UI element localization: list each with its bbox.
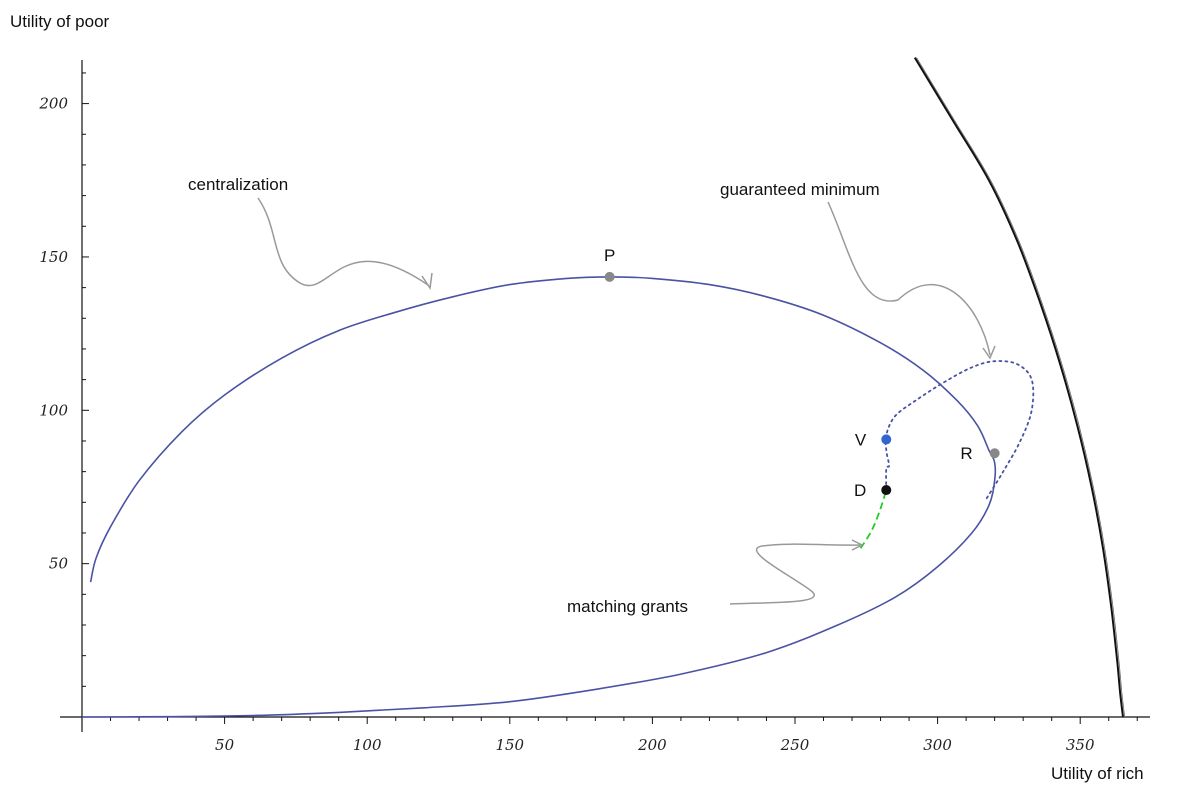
- y-tick-label: 50: [49, 555, 69, 573]
- series-centralization: [81, 276, 997, 718]
- point-label-R: R: [960, 444, 972, 463]
- point-P: [604, 271, 615, 282]
- x-tick-label: 350: [1066, 736, 1095, 754]
- x-tick-label: 50: [215, 736, 235, 754]
- matching-grants-arrow: [729, 543, 861, 605]
- x-tick-label: 250: [780, 736, 810, 754]
- guaranteed-minimum-arrowhead: [982, 345, 996, 360]
- series-frontier-shadow: [916, 57, 1126, 718]
- x-tick-label: 200: [637, 736, 667, 754]
- point-V: [881, 434, 892, 445]
- point-label-P: P: [604, 246, 615, 265]
- y-tick-label: 150: [39, 248, 68, 266]
- centralization-arrow: [257, 197, 429, 287]
- y-tick-label: 100: [39, 401, 68, 419]
- guaranteed-minimum-arrow: [827, 201, 991, 356]
- annotation-guaranteed-minimum: guaranteed minimum: [720, 180, 880, 199]
- point-label-D: D: [854, 481, 866, 500]
- centralization-arrowhead: [421, 272, 433, 291]
- series-group: [81, 57, 1126, 718]
- x-axis-label: Utility of rich: [1051, 764, 1144, 783]
- series-frontier: [913, 57, 1124, 718]
- annotation-arrows: [257, 197, 996, 605]
- point-label-V: V: [855, 430, 867, 449]
- annotation-centralization: centralization: [188, 175, 288, 194]
- point-markers: P R V D: [604, 246, 1000, 500]
- annotation-matching-grants: matching grants: [567, 597, 688, 616]
- x-tick-label: 100: [353, 736, 382, 754]
- point-D: [881, 485, 892, 496]
- axes: 50 100 150 200 250 300 350 50 100 150 200: [38, 60, 1150, 754]
- series-guaranteed-minimum: [884, 360, 1035, 501]
- y-tick-label: 200: [38, 95, 68, 113]
- point-R: [989, 448, 1000, 459]
- x-tick-label: 150: [495, 736, 524, 754]
- matching-grants-arrowhead: [851, 539, 864, 551]
- series-matching-grants: [859, 489, 888, 549]
- y-axis-label: Utility of poor: [10, 12, 110, 31]
- x-tick-label: 300: [923, 736, 952, 754]
